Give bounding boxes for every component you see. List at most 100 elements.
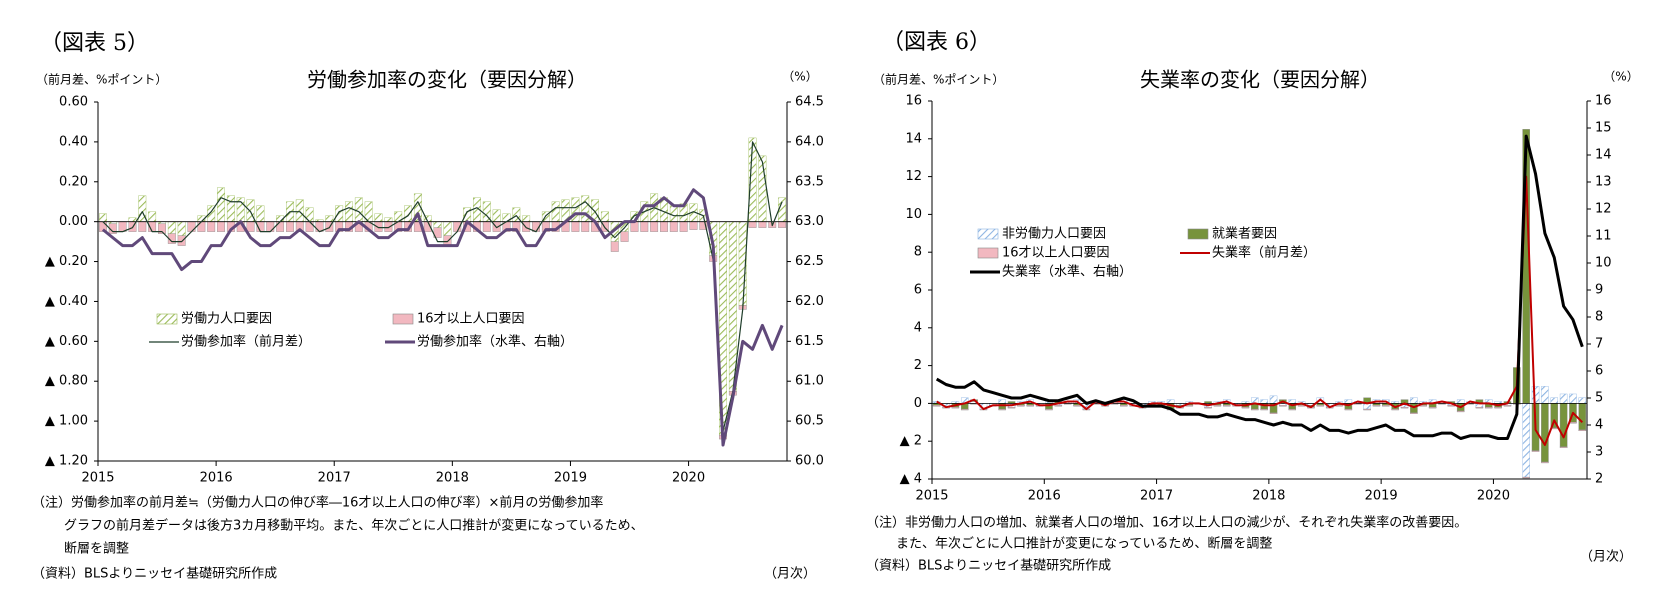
bar [689, 221, 698, 230]
y2-tick-label: 62.0 [795, 294, 824, 309]
y2-axis-label: （%） [782, 70, 817, 84]
bar [748, 221, 757, 228]
bar [1522, 403, 1530, 478]
bar [778, 221, 787, 228]
line-series [936, 175, 1584, 446]
bar [1045, 408, 1053, 411]
bar [1344, 408, 1353, 411]
bar [1503, 405, 1512, 407]
legend-label: 労働参加率（水準、右軸） [417, 334, 573, 350]
bar [276, 221, 285, 232]
note: （注）非労働力人口の増加、就業者人口の増加、16才以上人口の減少が、それぞれ失業… [866, 515, 1467, 531]
bar [1007, 406, 1016, 409]
y-tick-label: 10 [905, 207, 922, 222]
x-tick-label: 2020 [1477, 489, 1510, 504]
y2-tick-label: 63.5 [795, 174, 824, 189]
y-axis-label: （前月差、%ポイント） [873, 72, 1004, 87]
bar [1260, 408, 1268, 411]
bar [433, 227, 442, 238]
y2-tick-label: 13 [1595, 175, 1612, 190]
bar [295, 199, 304, 222]
y-tick-label: 4 [914, 320, 922, 335]
figure-label: （図表 5） [40, 31, 149, 56]
bar [778, 197, 787, 222]
bar [1204, 406, 1212, 409]
legend-label: 16才以上人口要因 [417, 312, 525, 327]
bar [492, 209, 501, 222]
bar [148, 211, 157, 222]
bar [1541, 386, 1549, 404]
legend-label: 非労働力人口要因 [1002, 227, 1106, 242]
y2-tick-label: 14 [1595, 148, 1612, 163]
legend-label: 労働参加率（前月差） [181, 334, 311, 350]
bar [443, 221, 452, 236]
x-unit: （月次） [764, 566, 816, 582]
legend-swatch [1187, 228, 1209, 240]
y2-tick-label: 4 [1595, 418, 1603, 433]
bar [551, 201, 560, 222]
y-tick-label: 12 [905, 169, 922, 184]
x-tick-label: 2015 [81, 471, 114, 486]
x-tick-label: 2016 [1028, 489, 1061, 504]
bar [951, 406, 960, 409]
bar [207, 221, 216, 232]
bar [600, 211, 609, 222]
bar [669, 221, 678, 232]
y2-tick-label: 63.0 [795, 214, 824, 229]
legend-label: 失業率（水準、右軸） [1002, 264, 1132, 280]
bar [217, 187, 225, 222]
y2-tick-label: 2 [1595, 472, 1603, 487]
bar [1073, 405, 1081, 407]
bar [610, 241, 619, 252]
chart-title: 失業率の変化（要因分解） [1140, 68, 1380, 92]
x-tick-label: 2019 [1365, 489, 1398, 504]
bar [998, 408, 1006, 411]
y-tick-label: ▲ 0.60 [45, 334, 88, 349]
bar [246, 221, 255, 232]
bar [571, 221, 580, 232]
bar [404, 205, 412, 222]
bar [1456, 410, 1465, 413]
y-tick-label: 0.00 [59, 214, 88, 229]
x-tick-label: 2020 [672, 471, 705, 486]
y2-tick-label: 9 [1595, 283, 1603, 298]
legend-swatch [156, 313, 178, 325]
line-series [102, 141, 783, 432]
chart-title: 労働参加率の変化（要因分解） [307, 68, 587, 92]
x-tick-label: 2015 [915, 489, 948, 504]
x-tick-label: 2017 [1140, 489, 1173, 504]
bar [1054, 405, 1063, 407]
bar [1017, 405, 1025, 407]
bar [1522, 476, 1530, 479]
bar [1559, 446, 1568, 449]
y2-tick-label: 11 [1595, 229, 1612, 244]
bar [187, 221, 196, 232]
y-tick-label: 0.40 [59, 134, 88, 149]
legend-swatch [392, 313, 414, 325]
y2-tick-label: 3 [1595, 445, 1603, 460]
bar [1316, 405, 1325, 407]
bar [1288, 399, 1297, 404]
bar [1456, 399, 1465, 404]
y2-tick-label: 10 [1595, 256, 1612, 271]
bar [1372, 405, 1381, 407]
y2-tick-label: 61.5 [795, 334, 824, 349]
bar [1410, 412, 1418, 414]
y-tick-label: ▲ 0.80 [45, 374, 88, 389]
bar [1578, 429, 1587, 432]
y2-tick-label: 60.0 [795, 454, 824, 469]
bar [226, 195, 235, 222]
bar [266, 221, 275, 232]
bar [620, 231, 629, 242]
bar [177, 221, 186, 236]
y2-tick-label: 62.5 [795, 254, 824, 269]
bar [1494, 406, 1502, 409]
bar [1559, 393, 1568, 404]
bar [660, 221, 668, 232]
bar [1344, 399, 1353, 404]
y-tick-label: ▲ 4 [900, 472, 922, 487]
bar [1531, 450, 1540, 452]
note: グラフの前月差データは後方3カ月移動平均。また、年次ごとに人口推計が変更になって… [64, 518, 644, 534]
y2-tick-label: 6 [1595, 364, 1603, 379]
